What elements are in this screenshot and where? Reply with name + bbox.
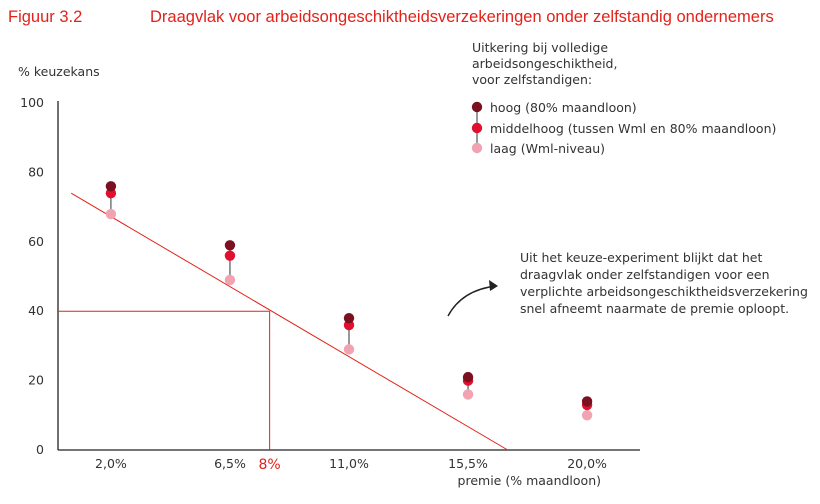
figure-header: Figuur 3.2 Draagvlak voor arbeidsongesch… <box>8 4 818 28</box>
data-point-hoog <box>105 181 117 192</box>
x-tick-label: 11,0% <box>329 456 369 471</box>
legend-title-line-1: Uitkering bij volledige <box>472 40 608 55</box>
legend-title-line-3: voor zelfstandigen: <box>472 72 592 87</box>
x-tick-labels: 2,0% 6,5% 11,0% 15,5% 20,0% <box>95 456 607 471</box>
legend-marker-middelhoog <box>471 122 483 134</box>
y-tick-label: 20 <box>28 373 44 388</box>
legend: Uitkering bij volledige arbeidsongeschik… <box>471 40 776 156</box>
point-stems <box>110 186 588 416</box>
figure-title: Draagvlak voor arbeidsongeschiktheidsver… <box>150 8 774 26</box>
x-tick-label: 20,0% <box>567 456 607 471</box>
y-tick-label: 0 <box>36 442 44 457</box>
legend-label-laag: laag (Wml-niveau) <box>490 141 605 156</box>
y-tick-label: 60 <box>28 234 44 249</box>
annotation-arrow-icon <box>447 285 497 317</box>
y-axis-label: % keuzekans <box>18 64 100 79</box>
data-point-hoog <box>462 371 474 383</box>
data-point-middelhoog <box>224 250 236 261</box>
legend-marker-hoog <box>471 101 483 113</box>
y-tick-label: 40 <box>28 303 44 318</box>
legend-marker-laag <box>471 142 483 154</box>
x-tick-label: 2,0% <box>95 456 127 471</box>
annotation-line-1: Uit het keuze-experiment blijkt dat het <box>520 250 762 265</box>
figure-number: Figuur 3.2 <box>8 8 83 26</box>
data-point-laag <box>105 208 117 220</box>
annotation-line-3: verplichte arbeidsongeschiktheidsverzeke… <box>520 284 808 299</box>
annotation-line-2: draagvlak onder zelfstandigen voor een <box>520 267 770 282</box>
legend-label-hoog: hoog (80% maandloon) <box>490 100 637 115</box>
data-points <box>105 181 593 421</box>
x-axis-label: premie (% maandloon) <box>458 473 601 488</box>
data-point-hoog <box>581 396 593 407</box>
data-point-laag <box>581 410 593 421</box>
data-point-hoog <box>343 312 355 324</box>
trend-line <box>70 192 508 451</box>
y-tick-label: 80 <box>28 164 44 179</box>
data-point-laag <box>462 389 474 400</box>
annotation: Uit het keuze-experiment blijkt dat het … <box>520 250 808 316</box>
x-tick-label: 6,5% <box>214 456 246 471</box>
x-tick-label: 15,5% <box>448 456 488 471</box>
y-tick-label: 100 <box>20 95 44 110</box>
y-tick-labels: 0 20 40 60 80 100 <box>20 95 44 457</box>
legend-label-middelhoog: middelhoog (tussen Wml en 80% maandloon) <box>490 121 776 136</box>
annotation-arrowhead-icon <box>489 280 498 291</box>
legend-title-line-2: arbeidsongeschiktheid, <box>472 56 617 71</box>
data-point-laag <box>224 274 236 286</box>
data-point-laag <box>343 344 355 355</box>
highlight-label: 8% <box>259 457 281 473</box>
data-point-hoog <box>224 240 236 251</box>
annotation-line-4: snel afneemt naarmate de premie oploopt. <box>520 301 789 316</box>
